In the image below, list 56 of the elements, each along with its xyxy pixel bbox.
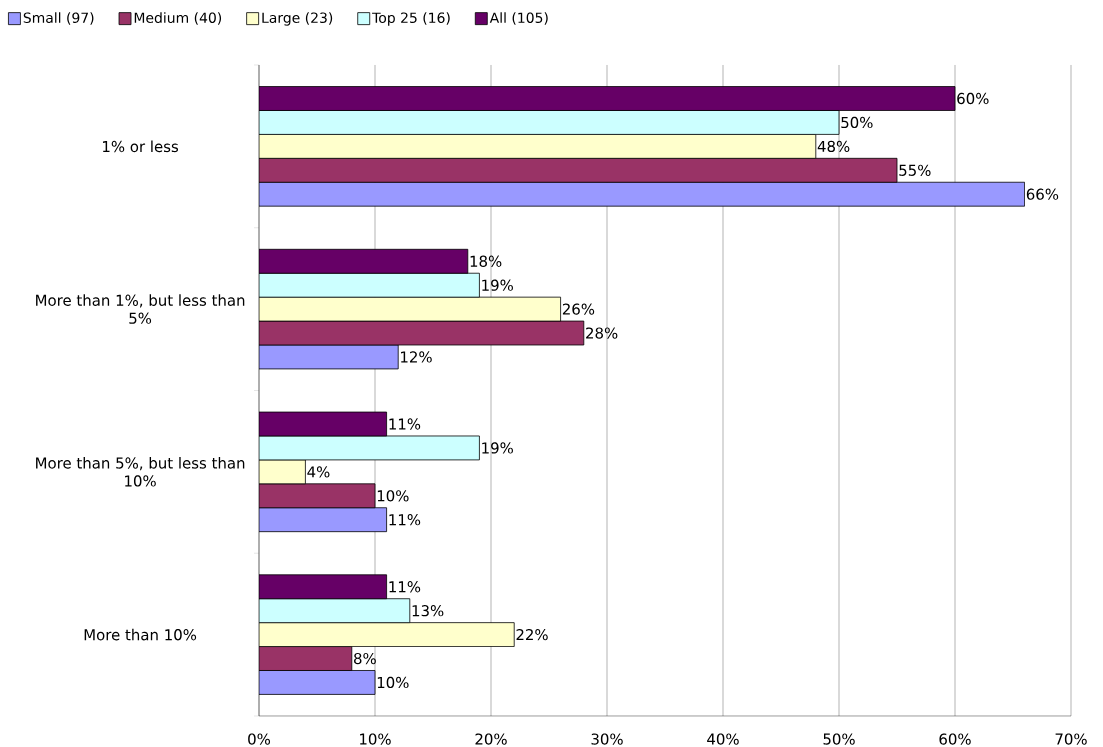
y-tick-label: 1% or less xyxy=(103,140,179,153)
bar xyxy=(259,134,817,159)
bar xyxy=(259,181,1025,207)
x-tick-label: 50% xyxy=(823,733,855,745)
data-label: 13% xyxy=(412,605,444,617)
data-label: 48% xyxy=(817,140,850,153)
bar xyxy=(259,248,469,274)
y-tick-label: More than 5%, but less than 10% xyxy=(36,457,245,487)
data-label: 8% xyxy=(354,652,376,665)
x-tick-label: 60% xyxy=(939,733,971,745)
bar xyxy=(259,435,480,461)
data-label: 19% xyxy=(482,442,513,454)
bar xyxy=(259,344,399,370)
legend-label: Medium (40) xyxy=(134,12,222,25)
legend-label: All (105) xyxy=(489,12,548,25)
data-label: 18% xyxy=(470,255,502,267)
x-tick-label: 30% xyxy=(591,733,623,745)
legend-label: Small (97) xyxy=(23,12,94,25)
bar xyxy=(259,272,480,298)
bar xyxy=(259,574,388,600)
data-label: 22% xyxy=(516,628,548,641)
data-label: 60% xyxy=(957,92,989,105)
legend-label: Top 25 (16) xyxy=(372,12,450,26)
bar xyxy=(259,646,353,671)
data-label: 11% xyxy=(389,581,421,593)
data-label: 19% xyxy=(482,279,513,291)
bar xyxy=(259,86,956,111)
data-label: 55% xyxy=(899,164,931,176)
bar xyxy=(259,622,515,647)
bar xyxy=(259,320,585,346)
data-label: 12% xyxy=(401,351,432,363)
bar xyxy=(259,157,898,183)
data-label: 11% xyxy=(389,418,421,430)
legend-label: Large (23) xyxy=(262,12,333,26)
bar xyxy=(259,598,411,624)
x-tick-label: 0% xyxy=(248,733,271,745)
data-label: 50% xyxy=(841,116,873,129)
bar xyxy=(259,483,376,509)
bar xyxy=(259,411,388,437)
x-tick-label: 70% xyxy=(1055,733,1087,745)
data-label: 28% xyxy=(586,327,618,339)
data-label: 11% xyxy=(389,514,421,526)
data-label: 26% xyxy=(562,303,595,315)
x-tick-label: 20% xyxy=(475,733,507,745)
data-label: 4% xyxy=(307,466,330,478)
data-label: 10% xyxy=(377,490,409,502)
x-tick-label: 10% xyxy=(360,733,391,745)
y-tick-label: More than 10% xyxy=(84,628,197,641)
x-tick-label: 40% xyxy=(707,733,739,745)
data-label: 10% xyxy=(377,676,409,689)
bar xyxy=(259,296,562,322)
data-label: 66% xyxy=(1026,188,1059,200)
bar xyxy=(259,507,388,533)
y-tick-label: More than 1%, but less than 5% xyxy=(36,294,245,324)
bar xyxy=(259,670,376,695)
bar xyxy=(259,110,840,135)
